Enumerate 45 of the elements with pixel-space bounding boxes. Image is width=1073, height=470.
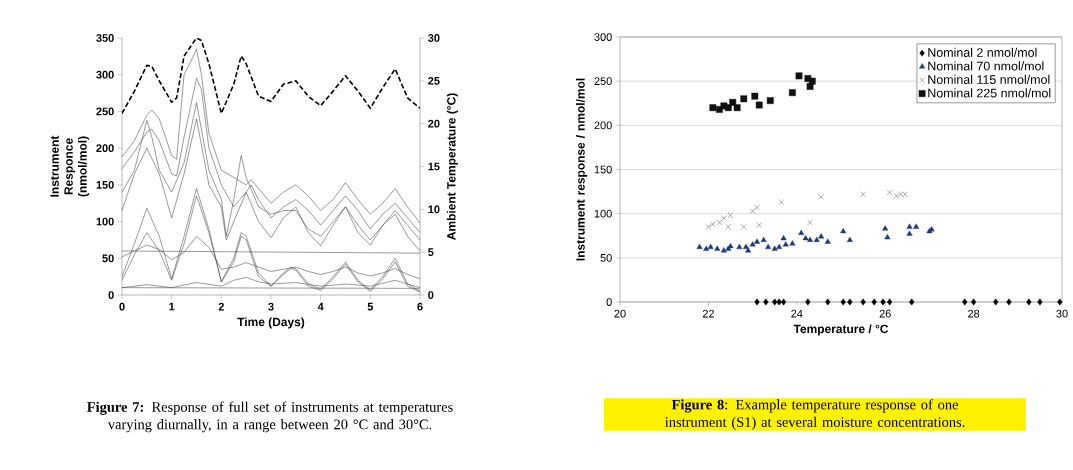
y-tick-label: 200 bbox=[594, 121, 612, 130]
x-tick-label: 6 bbox=[417, 302, 423, 311]
y-tick-label: 300 bbox=[594, 33, 612, 41]
x-tick-label: 26 bbox=[879, 309, 891, 318]
y2-tick-label: 25 bbox=[428, 76, 440, 85]
y-tick-label: 100 bbox=[594, 209, 612, 218]
x-tick-label: 5 bbox=[367, 302, 374, 311]
y-tick-label: 100 bbox=[96, 217, 114, 226]
x-tick-label: 24 bbox=[791, 309, 803, 318]
legend-label: Nominal 225 nmol/mol bbox=[928, 88, 1051, 98]
y-tick-label: 150 bbox=[594, 165, 612, 174]
y-axis-title: Instrument response / nmol/mol bbox=[575, 78, 588, 261]
legend-label: Nominal 2 nmol/mol bbox=[928, 47, 1037, 57]
y2-tick-label: 30 bbox=[428, 34, 440, 42]
y2-tick-label: 0 bbox=[428, 291, 434, 299]
y-tick-label: 150 bbox=[96, 180, 114, 189]
x-tick-label: 0 bbox=[119, 302, 125, 311]
x-tick-label: 1 bbox=[169, 302, 175, 311]
x-tick-label: 2 bbox=[218, 302, 224, 311]
y2-axis-title: Ambient Temperature (°C) bbox=[446, 93, 458, 240]
y-axis-title: Instrument Responce (nmol/mol) bbox=[50, 135, 90, 197]
x-tick-label: 20 bbox=[614, 309, 626, 318]
x-tick-label: 4 bbox=[317, 302, 324, 311]
x-tick-label: 3 bbox=[268, 302, 274, 311]
x-axis-title: Time (Days) bbox=[237, 317, 305, 329]
legend-label: Nominal 115 nmol/mol bbox=[928, 74, 1050, 84]
y-tick-label: 250 bbox=[96, 107, 114, 116]
y2-tick-label: 10 bbox=[428, 205, 440, 214]
text: Figure 8: Example temperature response of one instrument (S1) at several moisture concentrations. bbox=[665, 399, 965, 430]
legend-label: Nominal 70 nmol/mol bbox=[928, 61, 1044, 71]
x-tick-label: 30 bbox=[1056, 309, 1068, 318]
y2-tick-label: 5 bbox=[428, 248, 434, 256]
y-tick-label: 0 bbox=[108, 291, 114, 299]
text: Figure 7: Response of full set of instruments at temperatures varying diurnally, in a range between 20 °C and 30°C. bbox=[87, 401, 453, 433]
y-tick-label: 300 bbox=[96, 70, 114, 79]
y-tick-label: 50 bbox=[600, 253, 612, 262]
y-tick-label: 50 bbox=[102, 254, 114, 263]
x-axis-title: Temperature / °C bbox=[793, 324, 889, 336]
x-tick-label: 22 bbox=[702, 309, 714, 318]
x-tick-label: 28 bbox=[968, 309, 980, 318]
y-tick-label: 250 bbox=[594, 77, 612, 86]
y-tick-label: 350 bbox=[96, 34, 114, 42]
y-tick-label: 200 bbox=[96, 144, 114, 153]
y2-tick-label: 15 bbox=[428, 162, 440, 171]
y2-tick-label: 20 bbox=[428, 119, 440, 128]
